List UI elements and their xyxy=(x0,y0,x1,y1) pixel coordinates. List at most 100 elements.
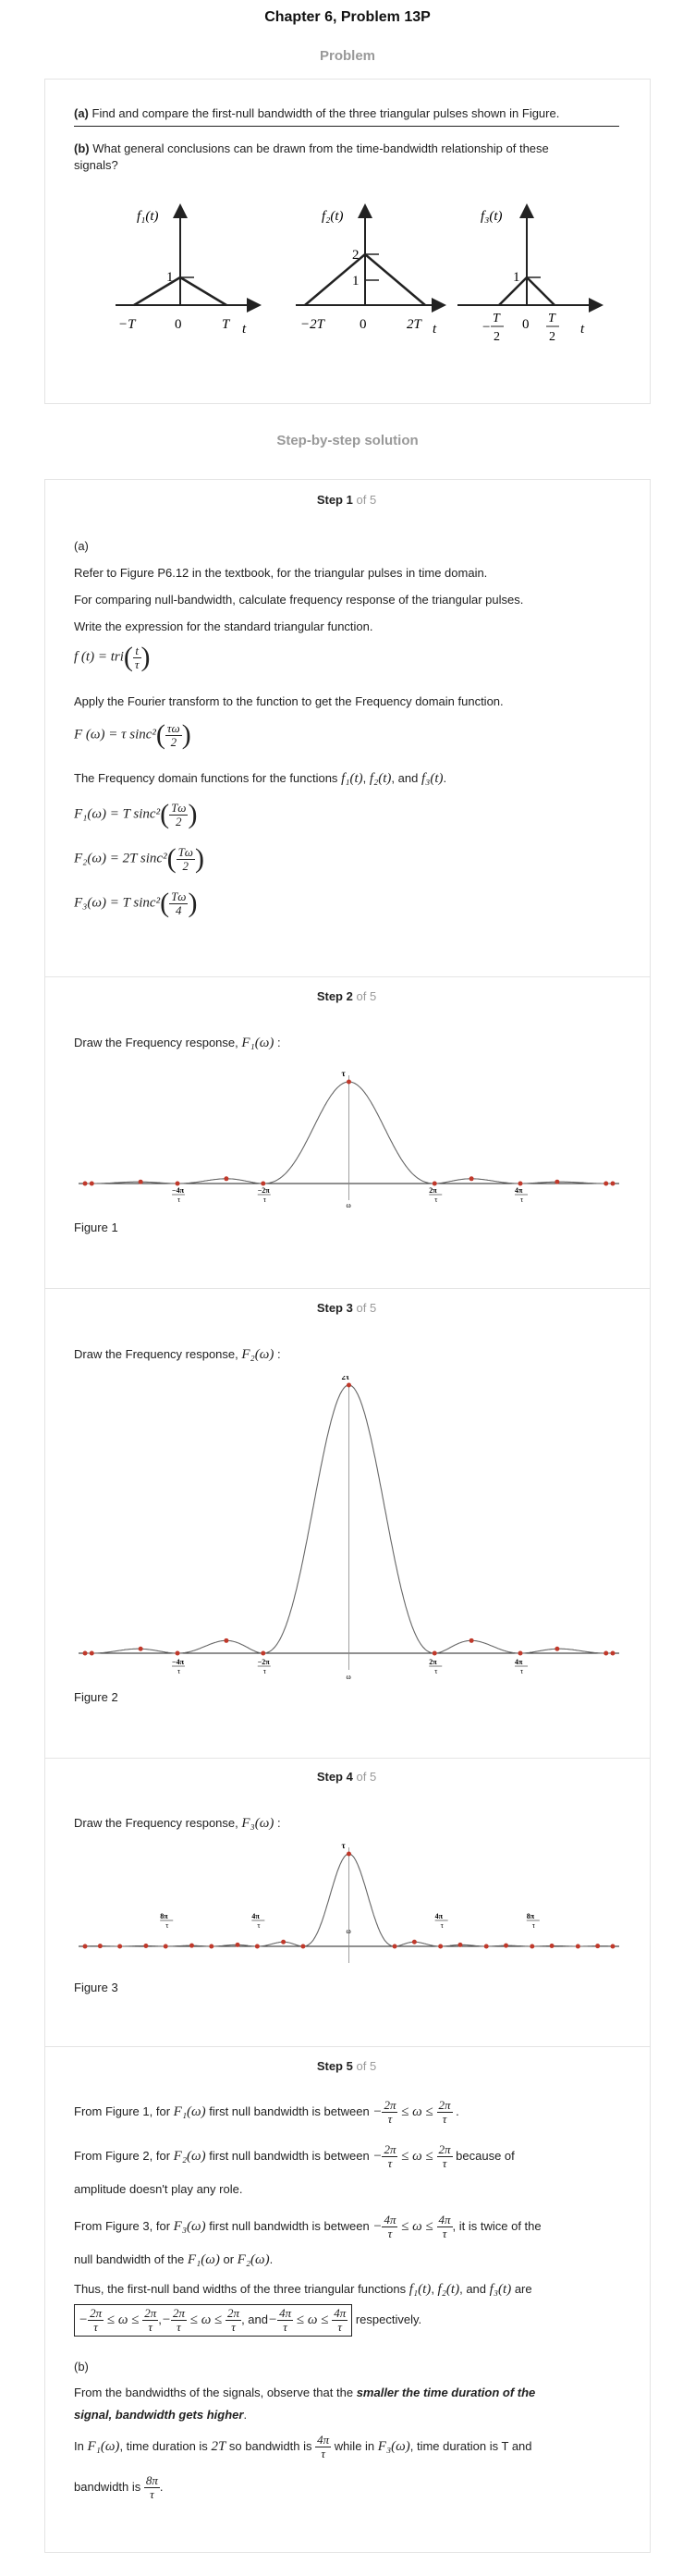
step5-line-8: In F₁(ω), time duration is 2T so bandwid… xyxy=(74,2433,532,2460)
step-1-label: Step 1 of 5 xyxy=(316,493,377,507)
tick-label: τ xyxy=(441,1921,445,1930)
lobe-point xyxy=(138,1646,143,1651)
f3-tick-pos-num: T xyxy=(548,312,556,325)
lobe-point xyxy=(504,1943,509,1948)
lobe-point xyxy=(189,1943,194,1948)
lobe-point xyxy=(138,1179,143,1184)
tick-label: 4π xyxy=(515,1658,523,1666)
step1-line-5: The Frequency domain functions for the f… xyxy=(74,771,447,786)
f1-axis: t xyxy=(242,322,247,337)
f3-label: f₃(t) xyxy=(481,209,503,224)
step2-text: Draw the Frequency response, F₁(ω) : xyxy=(74,1036,281,1050)
null-point xyxy=(163,1944,168,1949)
f1-tick-neg: −T xyxy=(118,317,137,332)
tick-label: −2π xyxy=(258,1658,271,1666)
step-1-card xyxy=(44,479,651,978)
tick-label: τ xyxy=(434,1667,438,1675)
null-point xyxy=(518,1650,523,1656)
lobe-point xyxy=(555,1646,560,1651)
step5-line-3: From Figure 3, for F₃(ω) first null band… xyxy=(74,2213,542,2240)
lobe-point xyxy=(411,1939,417,1944)
tick-label: 2π xyxy=(429,1658,437,1666)
null-point xyxy=(209,1944,214,1949)
peak-point xyxy=(347,1079,351,1085)
null-point xyxy=(392,1944,397,1949)
axis-label: ω xyxy=(347,1673,351,1681)
figure-2-caption: Figure 2 xyxy=(74,1690,118,1704)
f1-tick-zero: 0 xyxy=(175,317,182,332)
tick-label: τ xyxy=(520,1196,524,1204)
eq-F: F (ω) = τ sinc²(τω 2) xyxy=(74,719,191,750)
problem-part-b-cont: signals? xyxy=(74,158,118,172)
null-point xyxy=(261,1650,266,1656)
null-point xyxy=(604,1181,609,1186)
figure-3-caption: Figure 3 xyxy=(74,1981,118,1994)
end-point xyxy=(610,1944,616,1949)
f3-tick-neg-den: 2 xyxy=(494,330,500,344)
lobe-point xyxy=(224,1176,229,1182)
f3-tick-zero: 0 xyxy=(522,317,530,332)
step5-line-4: Thus, the first-null band widths of the … xyxy=(74,2282,532,2297)
triangle-pulse-f2: f₂(t) 2 1 −2T 0 2T t xyxy=(296,203,446,337)
step5-part-b: (b) xyxy=(74,2360,89,2374)
step-2-label: Step 2 of 5 xyxy=(316,989,377,1003)
null-point xyxy=(175,1650,180,1656)
tick-label: τ xyxy=(434,1196,438,1204)
end-point xyxy=(82,1944,88,1949)
problem-card xyxy=(44,79,651,404)
f1-tick-pos: T xyxy=(222,317,231,332)
null-point xyxy=(575,1944,580,1949)
f2-peak: 2 xyxy=(352,248,360,263)
tick-label: τ xyxy=(257,1921,261,1930)
step1-line-1: Refer to Figure P6.12 in the textbook, f… xyxy=(74,566,488,580)
f3-tick-minus: − xyxy=(482,320,490,335)
eq-F3: F₃(ω) = T sinc²(Tω 4) xyxy=(74,888,198,918)
step5-line-1: From Figure 1, for F₁(ω) first null band… xyxy=(74,2098,459,2126)
problem-part-a: (a) Find and compare the first-null band… xyxy=(74,106,560,120)
f1-peak: 1 xyxy=(166,270,174,285)
figure-1-caption: Figure 1 xyxy=(74,1221,118,1234)
lobe-point xyxy=(457,1942,463,1947)
null-point xyxy=(432,1650,437,1656)
eq-F1: F₁(ω) = T sinc²(Tω 2) xyxy=(74,799,198,829)
lobe-point xyxy=(555,1179,560,1184)
f2-label: f₂(t) xyxy=(322,209,344,224)
step5-line-2: From Figure 2, for F₂(ω) first null band… xyxy=(74,2142,515,2170)
lobe-point xyxy=(97,1944,103,1949)
peak-label: τ xyxy=(342,1841,347,1850)
tick-label: τ xyxy=(263,1196,267,1204)
tick-label: 8π xyxy=(527,1912,535,1920)
null-point xyxy=(89,1181,94,1186)
null-point xyxy=(261,1181,266,1186)
tick-label: τ xyxy=(177,1196,181,1204)
eq-F2: F₂(ω) = 2T sinc²(Tω 2) xyxy=(74,843,204,874)
null-point xyxy=(530,1944,535,1949)
tick-label: 4π xyxy=(251,1912,260,1920)
peak-point xyxy=(347,1382,351,1388)
step5-line-3b: null bandwidth of the F₁(ω) or F₂(ω). xyxy=(74,2252,274,2267)
null-point xyxy=(438,1944,444,1949)
lobe-point xyxy=(281,1939,287,1944)
problem-part-b: (b) What general conclusions can be draw… xyxy=(74,141,549,155)
tick-label: τ xyxy=(532,1921,536,1930)
step-5-label: Step 5 of 5 xyxy=(316,2059,377,2073)
problem-heading: Problem xyxy=(319,48,375,64)
tick-label: 2π xyxy=(429,1186,437,1195)
step1-line-a: (a) xyxy=(74,539,89,553)
tick-label: −4π xyxy=(172,1186,185,1195)
f1-label: f₁(t) xyxy=(137,209,159,224)
step1-line-4: Apply the Fourier transform to the funct… xyxy=(74,694,504,708)
null-point xyxy=(89,1650,94,1656)
axis-label: ω xyxy=(347,1927,351,1935)
lobe-point xyxy=(469,1638,474,1643)
peak-point xyxy=(347,1851,351,1857)
end-point xyxy=(610,1181,616,1186)
tick-label: τ xyxy=(263,1667,267,1675)
tick-label: τ xyxy=(177,1667,181,1675)
null-point xyxy=(518,1181,523,1186)
f3-axis: t xyxy=(580,322,585,337)
step1-line-3: Write the expression for the standard tr… xyxy=(74,619,373,633)
